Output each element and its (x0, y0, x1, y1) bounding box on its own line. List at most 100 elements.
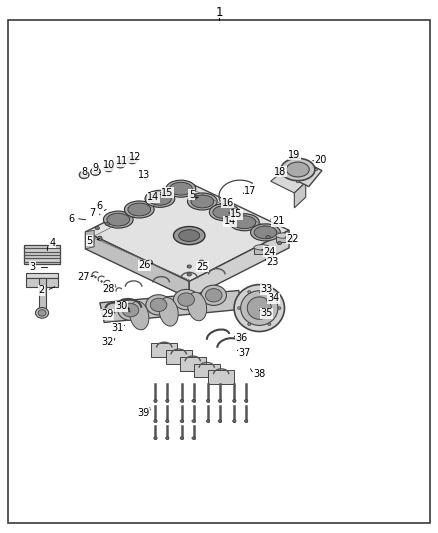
Text: 11: 11 (116, 157, 128, 166)
Text: 6: 6 (68, 214, 74, 223)
Ellipse shape (268, 323, 271, 326)
Text: 14: 14 (224, 216, 236, 226)
Polygon shape (180, 357, 206, 371)
Ellipse shape (35, 308, 49, 318)
Ellipse shape (244, 400, 248, 402)
Ellipse shape (166, 437, 169, 439)
Text: 19: 19 (288, 150, 300, 159)
Ellipse shape (130, 158, 135, 162)
Text: 1: 1 (215, 6, 223, 19)
Ellipse shape (268, 290, 271, 293)
Ellipse shape (180, 400, 184, 402)
Ellipse shape (122, 304, 139, 317)
Ellipse shape (106, 166, 111, 169)
Ellipse shape (146, 295, 171, 315)
Ellipse shape (127, 156, 137, 164)
Ellipse shape (247, 297, 271, 319)
Text: 22: 22 (286, 234, 299, 244)
Ellipse shape (95, 276, 96, 278)
Polygon shape (39, 278, 46, 309)
Ellipse shape (93, 169, 98, 173)
Ellipse shape (178, 293, 194, 306)
Text: 36: 36 (236, 334, 248, 343)
Text: 10: 10 (103, 160, 116, 170)
Polygon shape (278, 156, 322, 187)
Ellipse shape (154, 437, 157, 439)
Text: 17: 17 (244, 186, 257, 196)
Ellipse shape (281, 158, 315, 181)
Ellipse shape (118, 300, 143, 320)
Text: 16: 16 (222, 198, 234, 207)
Ellipse shape (103, 211, 133, 228)
Ellipse shape (193, 195, 197, 199)
Ellipse shape (233, 216, 256, 229)
Text: 5: 5 (87, 236, 93, 246)
Text: 37: 37 (238, 348, 251, 358)
Ellipse shape (221, 201, 226, 206)
Ellipse shape (205, 289, 222, 302)
Text: 14: 14 (147, 192, 159, 202)
Polygon shape (85, 230, 94, 249)
Ellipse shape (81, 173, 87, 176)
Ellipse shape (276, 233, 292, 238)
Text: 30: 30 (116, 302, 128, 311)
Ellipse shape (314, 168, 318, 171)
Ellipse shape (206, 420, 210, 422)
Text: 8: 8 (81, 167, 87, 176)
Text: 21: 21 (272, 216, 284, 226)
Text: 26: 26 (138, 261, 151, 270)
Ellipse shape (206, 400, 210, 402)
Ellipse shape (91, 168, 100, 175)
Ellipse shape (98, 236, 102, 240)
Ellipse shape (173, 289, 199, 310)
Ellipse shape (159, 297, 178, 326)
Ellipse shape (148, 192, 171, 205)
Text: 15: 15 (230, 209, 243, 219)
Ellipse shape (233, 420, 236, 422)
Polygon shape (26, 278, 58, 287)
Ellipse shape (296, 156, 300, 158)
Polygon shape (254, 247, 270, 254)
Text: 9: 9 (92, 164, 99, 173)
Ellipse shape (128, 203, 151, 216)
Polygon shape (276, 236, 292, 242)
Text: 39: 39 (138, 408, 150, 418)
Text: 6: 6 (97, 201, 103, 211)
Ellipse shape (266, 236, 270, 239)
Ellipse shape (230, 214, 259, 231)
Ellipse shape (173, 227, 205, 245)
Text: 5: 5 (189, 190, 195, 199)
Text: 2: 2 (39, 286, 45, 295)
Ellipse shape (278, 168, 281, 171)
Ellipse shape (154, 420, 157, 422)
Text: 18: 18 (274, 167, 286, 176)
Ellipse shape (237, 307, 240, 309)
Ellipse shape (251, 224, 280, 241)
Ellipse shape (209, 204, 239, 221)
Ellipse shape (145, 190, 175, 207)
Ellipse shape (234, 285, 285, 332)
Ellipse shape (166, 180, 196, 197)
Ellipse shape (201, 285, 226, 305)
Polygon shape (151, 343, 177, 357)
Text: 28: 28 (102, 284, 115, 294)
Ellipse shape (166, 420, 169, 422)
Polygon shape (189, 230, 289, 298)
Polygon shape (294, 182, 306, 208)
Ellipse shape (278, 307, 281, 309)
Ellipse shape (180, 437, 184, 439)
Text: 35: 35 (260, 309, 272, 318)
Ellipse shape (116, 160, 125, 168)
Ellipse shape (124, 201, 154, 218)
Text: 38: 38 (253, 369, 265, 379)
Text: 3: 3 (30, 262, 36, 271)
Ellipse shape (170, 182, 192, 195)
Ellipse shape (218, 400, 222, 402)
Ellipse shape (192, 400, 195, 402)
Text: 27: 27 (77, 272, 89, 282)
Polygon shape (208, 370, 234, 384)
Ellipse shape (248, 323, 251, 326)
Ellipse shape (179, 230, 200, 241)
Ellipse shape (118, 163, 123, 166)
Ellipse shape (105, 222, 110, 225)
